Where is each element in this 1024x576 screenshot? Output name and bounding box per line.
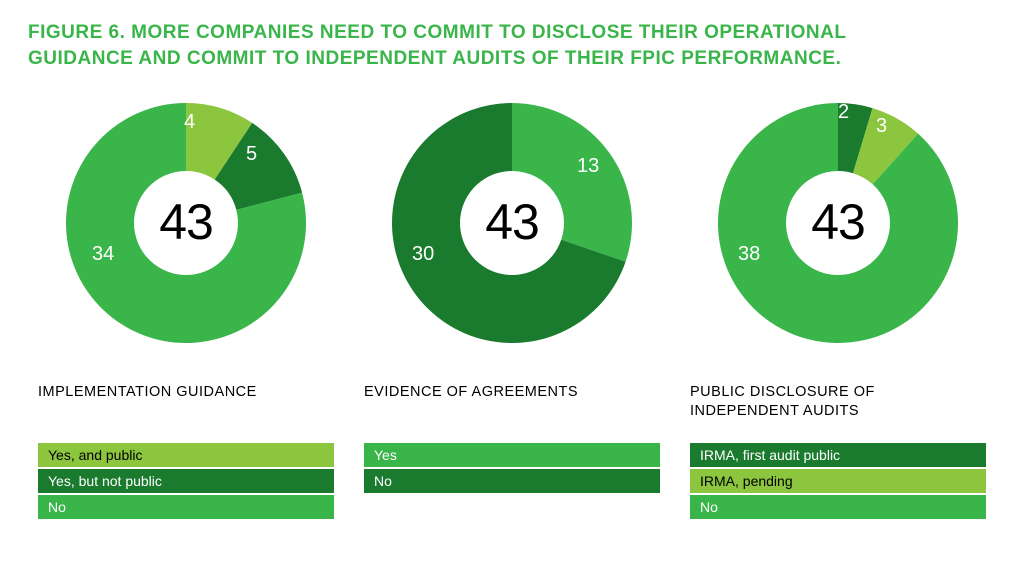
figure-title: FIGURE 6. MORE COMPANIES NEED TO COMMIT …	[28, 20, 948, 71]
slice-value-label: 2	[838, 101, 849, 124]
legend-title: PUBLIC DISCLOSURE OF INDEPENDENT AUDITS	[690, 383, 986, 421]
donut-public-disclosure-audits: 43 2 3 38	[708, 93, 968, 353]
slice-value-label: 3	[876, 115, 887, 138]
legend-implementation-guidance: IMPLEMENTATION GUIDANCE Yes, and publicYe…	[38, 383, 334, 521]
slice-value-label: 30	[412, 243, 434, 266]
legend-item: IRMA, first audit public	[690, 443, 986, 467]
slice-value-label: 5	[246, 143, 257, 166]
legend-items: Yes, and publicYes, but not publicNo	[38, 443, 334, 519]
slice-value-label: 34	[92, 243, 114, 266]
legend-items: IRMA, first audit publicIRMA, pendingNo	[690, 443, 986, 519]
legends-row: IMPLEMENTATION GUIDANCEYes, and publicYe…	[28, 383, 996, 521]
legend-items: YesNo	[364, 443, 660, 493]
donut-total-label: 43	[811, 193, 865, 251]
legend-title: IMPLEMENTATION GUIDANCE	[38, 383, 334, 421]
donut-implementation-guidance: 43 4 5 34	[56, 93, 316, 353]
chart-implementation-guidance: 43 4 5 34	[38, 93, 334, 353]
legend-evidence-of-agreements: EVIDENCE OF AGREEMENTS YesNo	[364, 383, 660, 521]
legend-item: Yes, and public	[38, 443, 334, 467]
legend-item: Yes	[364, 443, 660, 467]
legend-item: No	[690, 495, 986, 519]
charts-row: 43 4 5 34 43 13 30 43 2 3 38	[28, 93, 996, 353]
donut-total-label: 43	[159, 193, 213, 251]
chart-evidence-of-agreements: 43 13 30	[364, 93, 660, 353]
chart-public-disclosure-audits: 43 2 3 38	[690, 93, 986, 353]
slice-value-label: 4	[184, 111, 195, 134]
legend-item: IRMA, pending	[690, 469, 986, 493]
legend-item: No	[364, 469, 660, 493]
legend-item: Yes, but not public	[38, 469, 334, 493]
legend-item: No	[38, 495, 334, 519]
legend-title: EVIDENCE OF AGREEMENTS	[364, 383, 660, 421]
slice-value-label: 13	[577, 155, 599, 178]
donut-evidence-of-agreements: 43 13 30	[382, 93, 642, 353]
legend-public-disclosure-audits: PUBLIC DISCLOSURE OF INDEPENDENT AUDITS I…	[690, 383, 986, 521]
slice-value-label: 38	[738, 243, 760, 266]
donut-total-label: 43	[485, 193, 539, 251]
